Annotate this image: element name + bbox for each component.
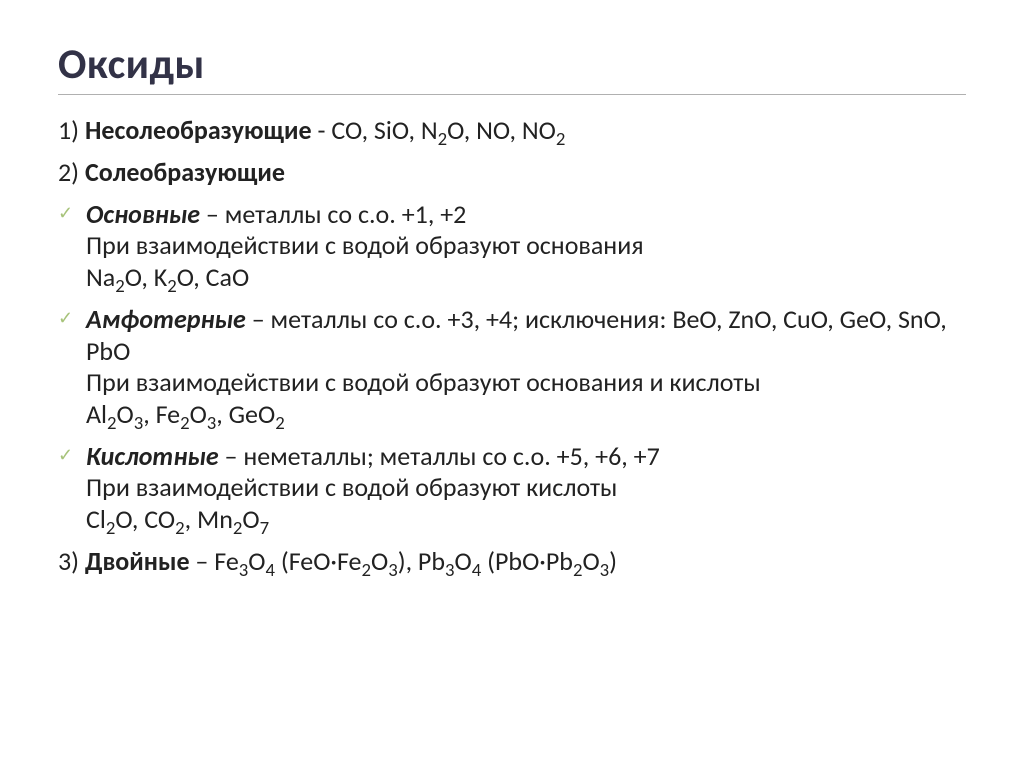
text: (PbO·Pb — [481, 545, 573, 577]
text: Al — [86, 398, 107, 430]
bullet-list: Основные – металлы со с.о. +1, +2 При вз… — [58, 199, 966, 536]
item-3: 3) Двойные – Fe3O4 (FeO·Fe2O3), Pb3O4 (P… — [58, 546, 966, 578]
page-title: Оксиды — [58, 42, 966, 88]
text: Na — [86, 261, 115, 293]
text: , Fe — [143, 398, 180, 430]
item-number: 2) — [58, 156, 79, 188]
item-1: 1) Несолеобразующие - CO, SiO, N2O, NO, … — [58, 115, 966, 147]
item-label: Двойные — [85, 545, 190, 577]
subscript: 2 — [180, 412, 189, 435]
subscript: 3 — [600, 559, 609, 582]
text: – металлы со с.о. +1, +2 — [200, 198, 466, 230]
subscript: 3 — [388, 559, 397, 582]
text: O — [190, 398, 207, 430]
text: O, NO, NO — [447, 114, 556, 146]
subscript: 2 — [106, 517, 115, 540]
bullet-label: Кислотные — [86, 440, 219, 472]
heading-rule: Оксиды — [58, 42, 966, 95]
text: O — [248, 545, 265, 577]
text: O — [242, 503, 259, 535]
bullet-amphoteric: Амфотерные – металлы со с.о. +3, +4; иск… — [58, 304, 966, 431]
text: Cl — [86, 503, 106, 535]
subscript: 2 — [175, 517, 184, 540]
subscript: 2 — [362, 559, 371, 582]
item-number: 1) — [58, 114, 79, 146]
subscript: 3 — [134, 412, 143, 435]
bullet-acidic: Кислотные – неметаллы; металлы со с.о. +… — [58, 441, 966, 536]
text: , Mn — [185, 503, 233, 535]
text: O — [371, 545, 388, 577]
subscript: 7 — [260, 517, 269, 540]
subscript: 3 — [445, 559, 454, 582]
subscript: 2 — [167, 275, 176, 298]
text: ), Pb — [398, 545, 445, 577]
subscript: 4 — [472, 559, 481, 582]
text: ) — [609, 545, 617, 577]
text: При взаимодействии с водой образуют осно… — [86, 229, 644, 261]
text: O, CaO — [177, 261, 250, 293]
subscript: 2 — [573, 559, 582, 582]
item-number: 3) — [58, 545, 79, 577]
item-label: Несолеобразующие — [85, 114, 312, 146]
text: O, K — [125, 261, 167, 293]
text: O — [582, 545, 599, 577]
subscript: 2 — [438, 128, 447, 151]
text: - CO, SiO, N — [312, 114, 438, 146]
subscript: 2 — [233, 517, 242, 540]
text: – Fe — [190, 545, 239, 577]
subscript: 2 — [275, 412, 284, 435]
text: , GeO — [216, 398, 275, 430]
text: O — [455, 545, 472, 577]
text: – неметаллы; металлы со с.о. +5, +6, +7 — [219, 440, 660, 472]
subscript: 4 — [265, 559, 274, 582]
bullet-label: Основные — [86, 198, 200, 230]
bullet-label: Амфотерные — [86, 303, 246, 335]
text: O, CO — [115, 503, 175, 535]
text: (FeO·Fe — [275, 545, 362, 577]
subscript: 2 — [115, 275, 124, 298]
text: O — [117, 398, 134, 430]
item-label: Солеобразующие — [85, 156, 285, 188]
text: При взаимодействии с водой образуют кисл… — [86, 471, 617, 503]
bullet-basic: Основные – металлы со с.о. +1, +2 При вз… — [58, 199, 966, 294]
content-block: 1) Несолеобразующие - CO, SiO, N2O, NO, … — [58, 115, 966, 577]
subscript: 3 — [239, 559, 248, 582]
item-2: 2) Солеобразующие — [58, 157, 966, 189]
subscript: 3 — [207, 412, 216, 435]
subscript: 2 — [556, 128, 565, 151]
text: При взаимодействии с водой образуют осно… — [86, 366, 761, 398]
subscript: 2 — [107, 412, 116, 435]
